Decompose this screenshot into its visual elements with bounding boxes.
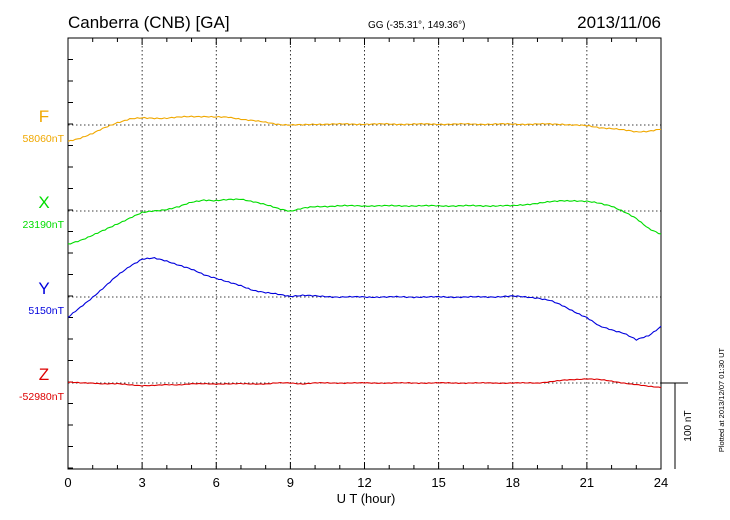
series-line-z — [67, 378, 662, 389]
axis-ticks — [67, 38, 662, 469]
x-tick-label: 24 — [654, 475, 668, 490]
series-name-x: X — [38, 193, 49, 212]
series-labels: F 58060nT X 23190nT Y 5150nT Z -52980nT — [19, 107, 65, 403]
x-tick-label: 15 — [431, 475, 445, 490]
plotted-timestamp: Plotted at 2013/12/07 01:30 UT — [717, 347, 726, 452]
series-baseline-x: 23190nT — [23, 219, 65, 231]
x-tick-label: 9 — [287, 475, 294, 490]
series-baseline-z: -52980nT — [19, 391, 65, 403]
chart-title: Canberra (CNB) [GA] — [68, 13, 230, 32]
x-tick-label: 18 — [506, 475, 520, 490]
x-tick-label: 6 — [213, 475, 220, 490]
grid-lines — [68, 38, 661, 469]
x-tick-labels: 0 3 6 9 12 15 18 21 24 — [64, 475, 668, 490]
station-coordinates: GG (-35.31°, 149.36°) — [368, 20, 466, 31]
series-name-f: F — [39, 107, 49, 126]
series-line-f — [67, 115, 662, 142]
series-group — [67, 115, 662, 389]
series-line-y — [67, 257, 662, 341]
series-line-x — [67, 198, 662, 245]
x-axis-label: U T (hour) — [337, 491, 396, 506]
x-tick-label: 21 — [580, 475, 594, 490]
scale-bar-label: 100 nT — [683, 410, 694, 441]
series-name-y: Y — [38, 279, 49, 298]
chart-date: 2013/11/06 — [577, 13, 661, 32]
x-tick-label: 0 — [64, 475, 71, 490]
series-name-z: Z — [39, 365, 49, 384]
scale-bar: 100 nT — [661, 382, 694, 469]
x-tick-label: 12 — [357, 475, 371, 490]
series-baseline-f: 58060nT — [23, 133, 65, 145]
x-tick-label: 3 — [139, 475, 146, 490]
series-baseline-y: 5150nT — [28, 305, 64, 317]
